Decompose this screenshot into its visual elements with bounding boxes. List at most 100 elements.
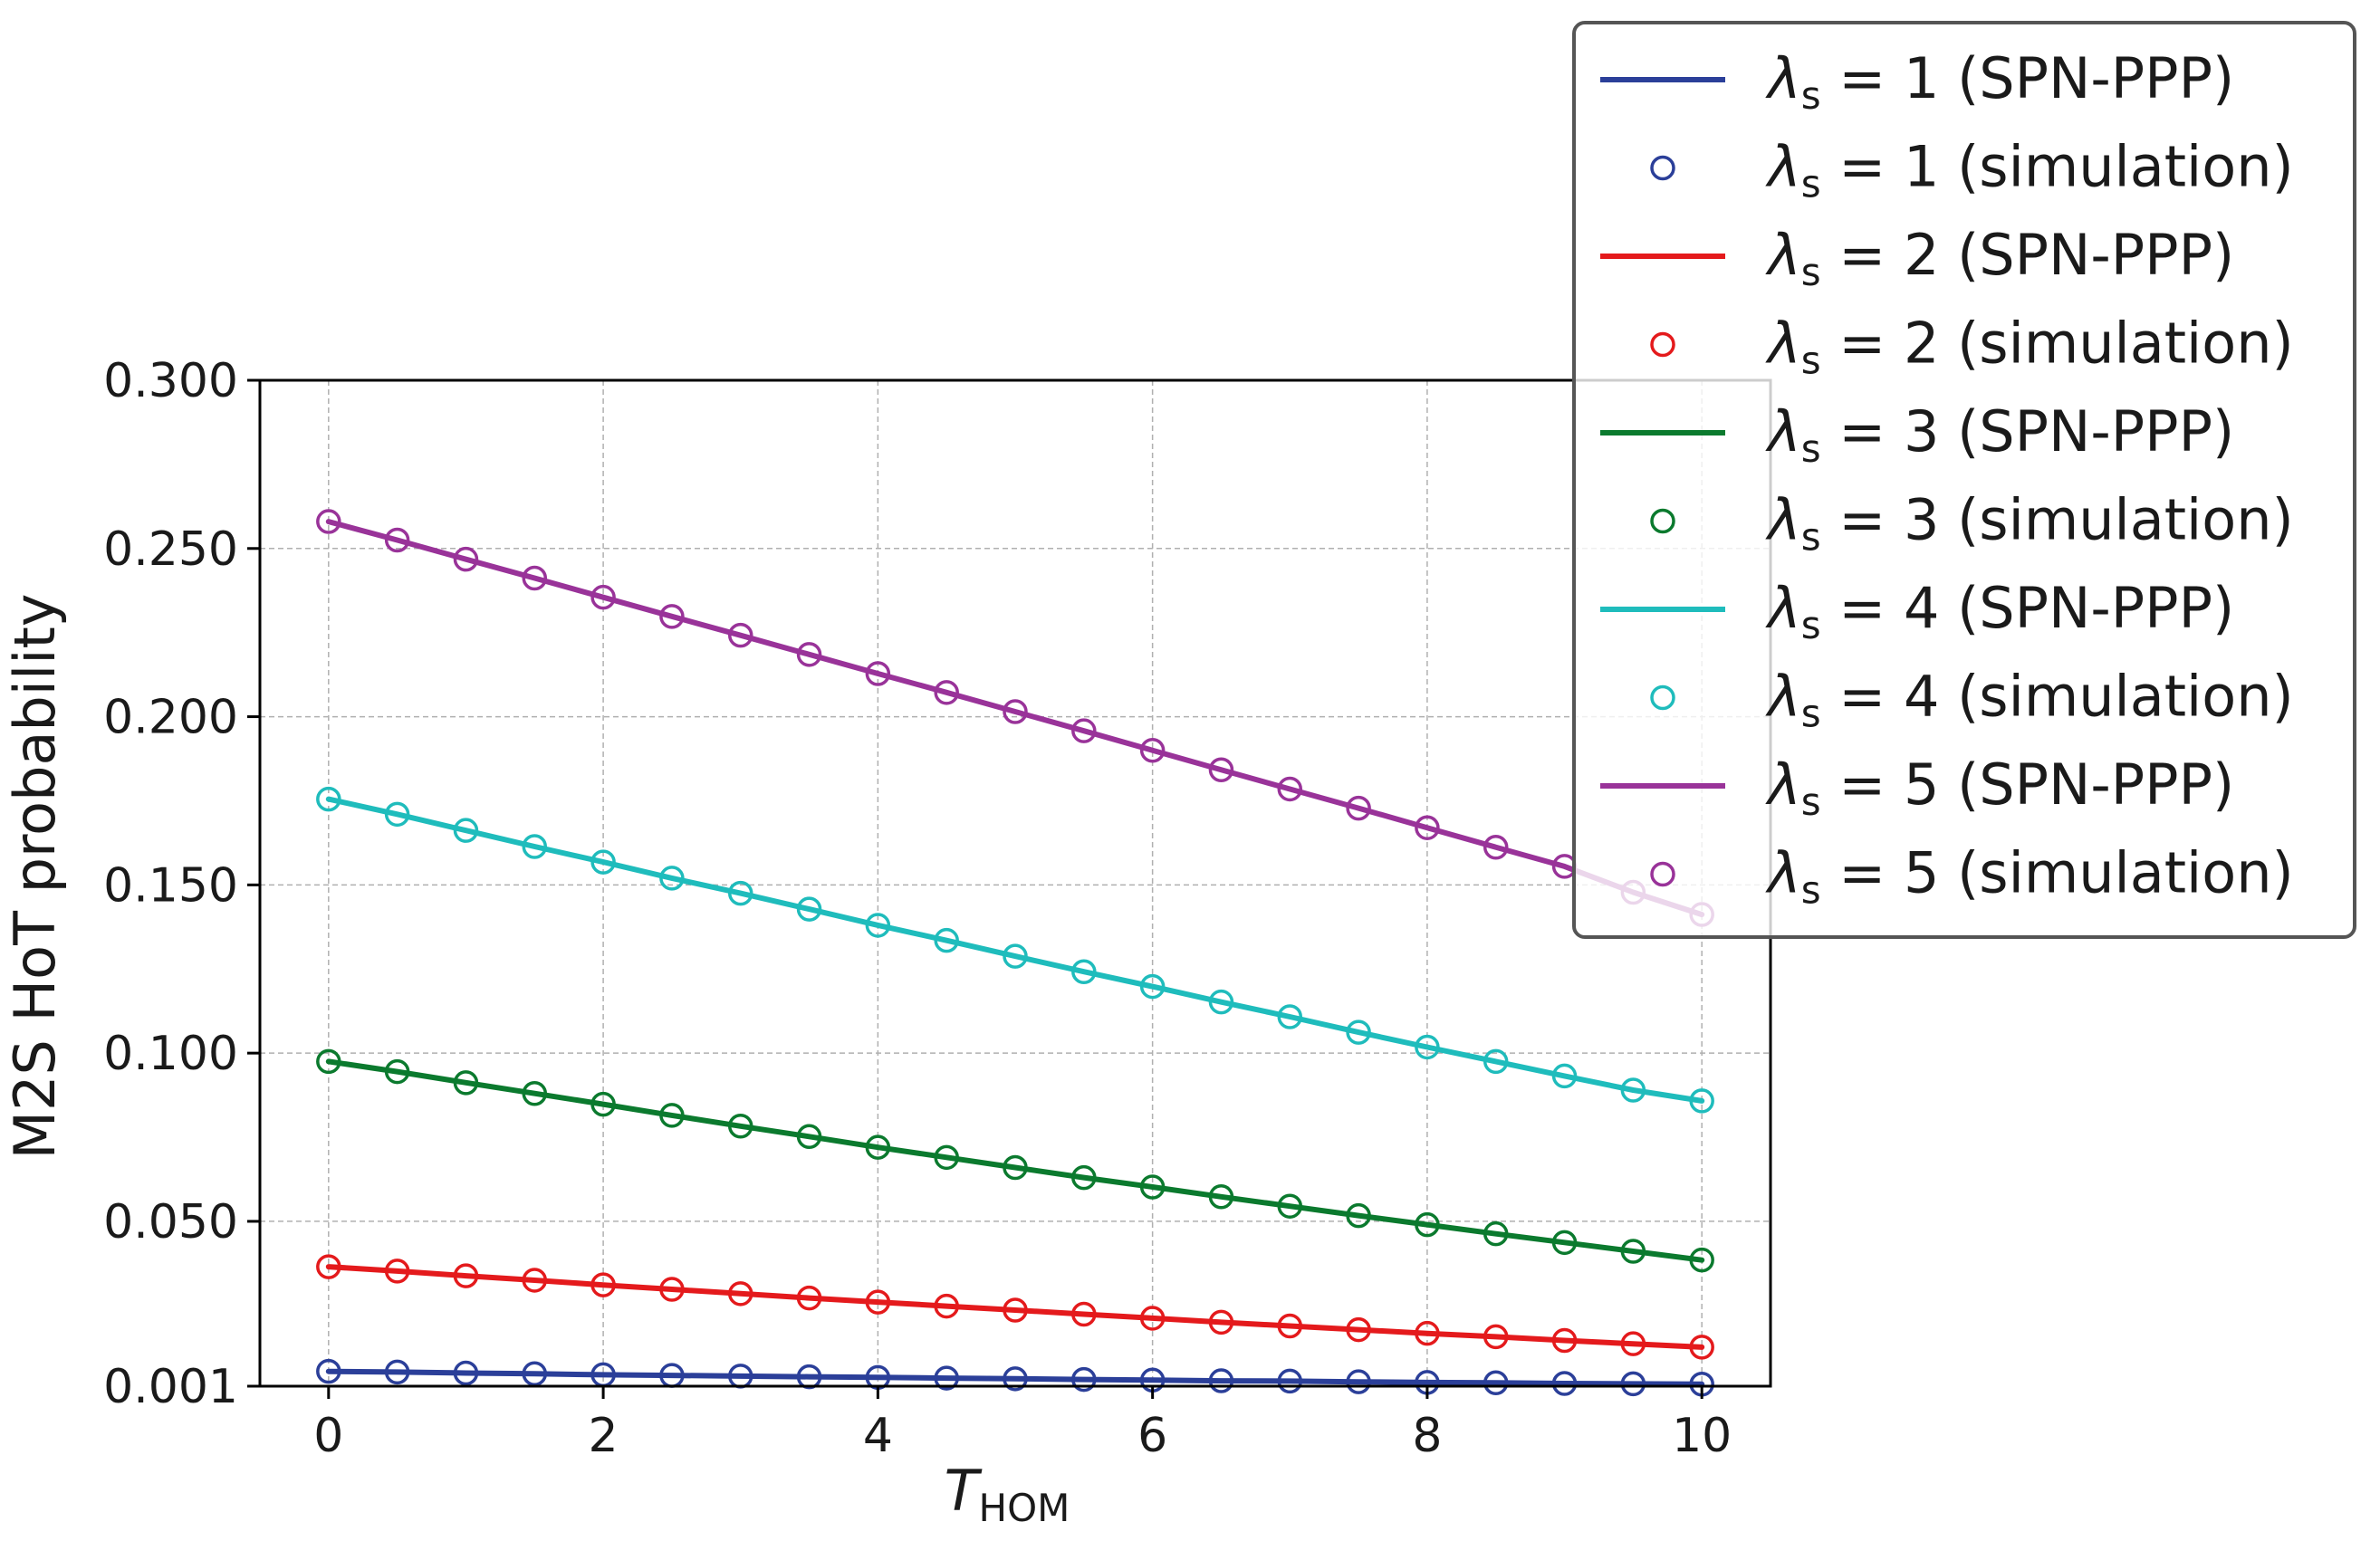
series-4-simulation-point: [1689, 1088, 1714, 1114]
x-axis-label-subscript: HOM: [978, 1486, 1070, 1530]
series-5-simulation-point: [590, 584, 616, 610]
series-5-simulation-point: [1415, 815, 1440, 840]
series-3-simulation-point: [1689, 1247, 1714, 1273]
series-2-simulation-point: [659, 1277, 685, 1302]
series-1-spn-ppp-line: [325, 1368, 1705, 1387]
series-4-simulation-point: [1620, 1077, 1646, 1103]
series-3-simulation-point: [1483, 1220, 1509, 1247]
series-2-simulation-point: [727, 1281, 753, 1306]
series-2-simulation-point: [1139, 1306, 1166, 1331]
series-3-simulation-point: [384, 1058, 410, 1085]
series-2-simulation-point: [1551, 1327, 1578, 1354]
series-1-simulation-point: [1003, 1366, 1028, 1392]
series-3-simulation-point: [1071, 1164, 1097, 1191]
legend-marker-swatch-4: [1650, 684, 1675, 711]
series-1-simulation-point: [1277, 1368, 1303, 1394]
series-4-simulation-point: [1346, 1019, 1371, 1045]
series-4-spn-ppp-line: [325, 796, 1705, 1104]
series-3: [316, 1048, 1714, 1273]
series-3-simulation-point: [865, 1134, 891, 1160]
series-5-simulation-point: [453, 546, 479, 572]
series-2: [316, 1254, 1714, 1360]
series-3-simulation-point: [316, 1048, 341, 1075]
series-4-simulation-point: [1415, 1034, 1440, 1060]
y-tick-label: 0.300: [103, 354, 238, 408]
series-3-simulation-point: [1551, 1230, 1578, 1256]
series-2-simulation-point: [1415, 1320, 1440, 1346]
series-4-simulation-point: [453, 818, 479, 843]
series-5-simulation-point: [796, 642, 822, 667]
legend-marker-swatch-1: [1650, 155, 1675, 181]
series-4-simulation-point: [1003, 943, 1028, 969]
series-3-simulation-point: [796, 1124, 822, 1150]
series-2-simulation-point: [384, 1259, 410, 1284]
series-4-simulation-point: [384, 801, 410, 828]
series-4-simulation-point: [1277, 1004, 1303, 1029]
series-2-simulation-point: [1003, 1297, 1028, 1323]
series-5-simulation-point: [865, 661, 891, 686]
y-tick-label: 0.100: [103, 1027, 238, 1081]
legend-marker-swatch-3: [1650, 508, 1675, 534]
x-axis-label: THOM: [945, 1458, 1070, 1530]
series-4: [316, 786, 1714, 1114]
legend-marker-swatch-2: [1650, 331, 1675, 358]
legend-label-spn-ppp-5: λs = 5 (SPN-PPP): [1765, 751, 2234, 824]
legend-label-simulation-3: λs = 3 (simulation): [1765, 487, 2294, 560]
series-4-simulation-point: [522, 834, 548, 859]
series-3-simulation-point: [522, 1080, 548, 1106]
series-1-simulation-point: [1551, 1371, 1578, 1396]
series-4-simulation-point: [1483, 1048, 1509, 1075]
series-5-simulation-point: [1346, 795, 1371, 821]
x-tick-label: 2: [589, 1409, 619, 1463]
series-3-simulation-point: [1415, 1211, 1440, 1238]
series-3-simulation-point: [1208, 1184, 1234, 1210]
series-3-simulation-point: [1277, 1193, 1303, 1219]
series-1-simulation-point: [1483, 1370, 1509, 1396]
series-4-simulation-point: [590, 849, 616, 875]
series-3-simulation-point: [1139, 1174, 1166, 1200]
series-1-simulation-point: [934, 1365, 959, 1391]
x-axis-label-base: T: [945, 1458, 983, 1524]
x-tick-label: 0: [313, 1409, 343, 1463]
legend-label-spn-ppp-1: λs = 1 (SPN-PPP): [1765, 45, 2234, 118]
series-5-spn-ppp-line: [325, 519, 1705, 918]
series-1-simulation-point: [453, 1360, 479, 1386]
x-tick-label: 6: [1137, 1409, 1167, 1463]
series-3-simulation-point: [453, 1070, 479, 1096]
series-2-simulation-point: [1277, 1313, 1303, 1339]
y-tick-label: 0.150: [103, 858, 238, 913]
y-tick-label: 0.001: [103, 1360, 238, 1414]
series-2-simulation-point: [1346, 1316, 1371, 1343]
series-1-simulation-point: [316, 1358, 341, 1384]
x-tick-label: 4: [863, 1409, 893, 1463]
series-1-simulation-point: [384, 1359, 410, 1385]
x-tick-label: 8: [1412, 1409, 1442, 1463]
series-5-simulation-point: [1071, 718, 1097, 743]
y-tick-label: 0.200: [103, 691, 238, 745]
series-2-simulation-point: [453, 1263, 479, 1288]
series-4-simulation-point: [1208, 989, 1234, 1015]
series-2-simulation-point: [590, 1272, 616, 1297]
series-1-simulation-point: [1346, 1369, 1371, 1394]
y-tick-label: 0.250: [103, 522, 238, 577]
legend-label-spn-ppp-4: λs = 4 (SPN-PPP): [1765, 575, 2234, 647]
series-1-simulation-point: [1620, 1371, 1646, 1397]
series-2-simulation-point: [1620, 1331, 1646, 1356]
series-4-simulation-point: [865, 913, 891, 938]
legend-label-simulation-2: λs = 2 (simulation): [1765, 311, 2294, 383]
series-1-simulation-point: [1208, 1368, 1234, 1393]
series-layer: [316, 509, 1714, 1397]
series-2-simulation-point: [1483, 1324, 1509, 1350]
series-2-simulation-point: [1071, 1301, 1097, 1327]
series-3-simulation-point: [727, 1114, 753, 1139]
series-3-simulation-point: [934, 1144, 959, 1171]
series-2-simulation-point: [1208, 1309, 1234, 1335]
series-3-simulation-point: [1003, 1154, 1028, 1181]
legend-box: [1572, 21, 2356, 939]
series-2-simulation-point: [934, 1293, 959, 1319]
series-1: [316, 1358, 1714, 1397]
series-5-simulation-point: [934, 680, 959, 705]
series-5-simulation-point: [1139, 737, 1166, 763]
series-5: [316, 509, 1714, 927]
